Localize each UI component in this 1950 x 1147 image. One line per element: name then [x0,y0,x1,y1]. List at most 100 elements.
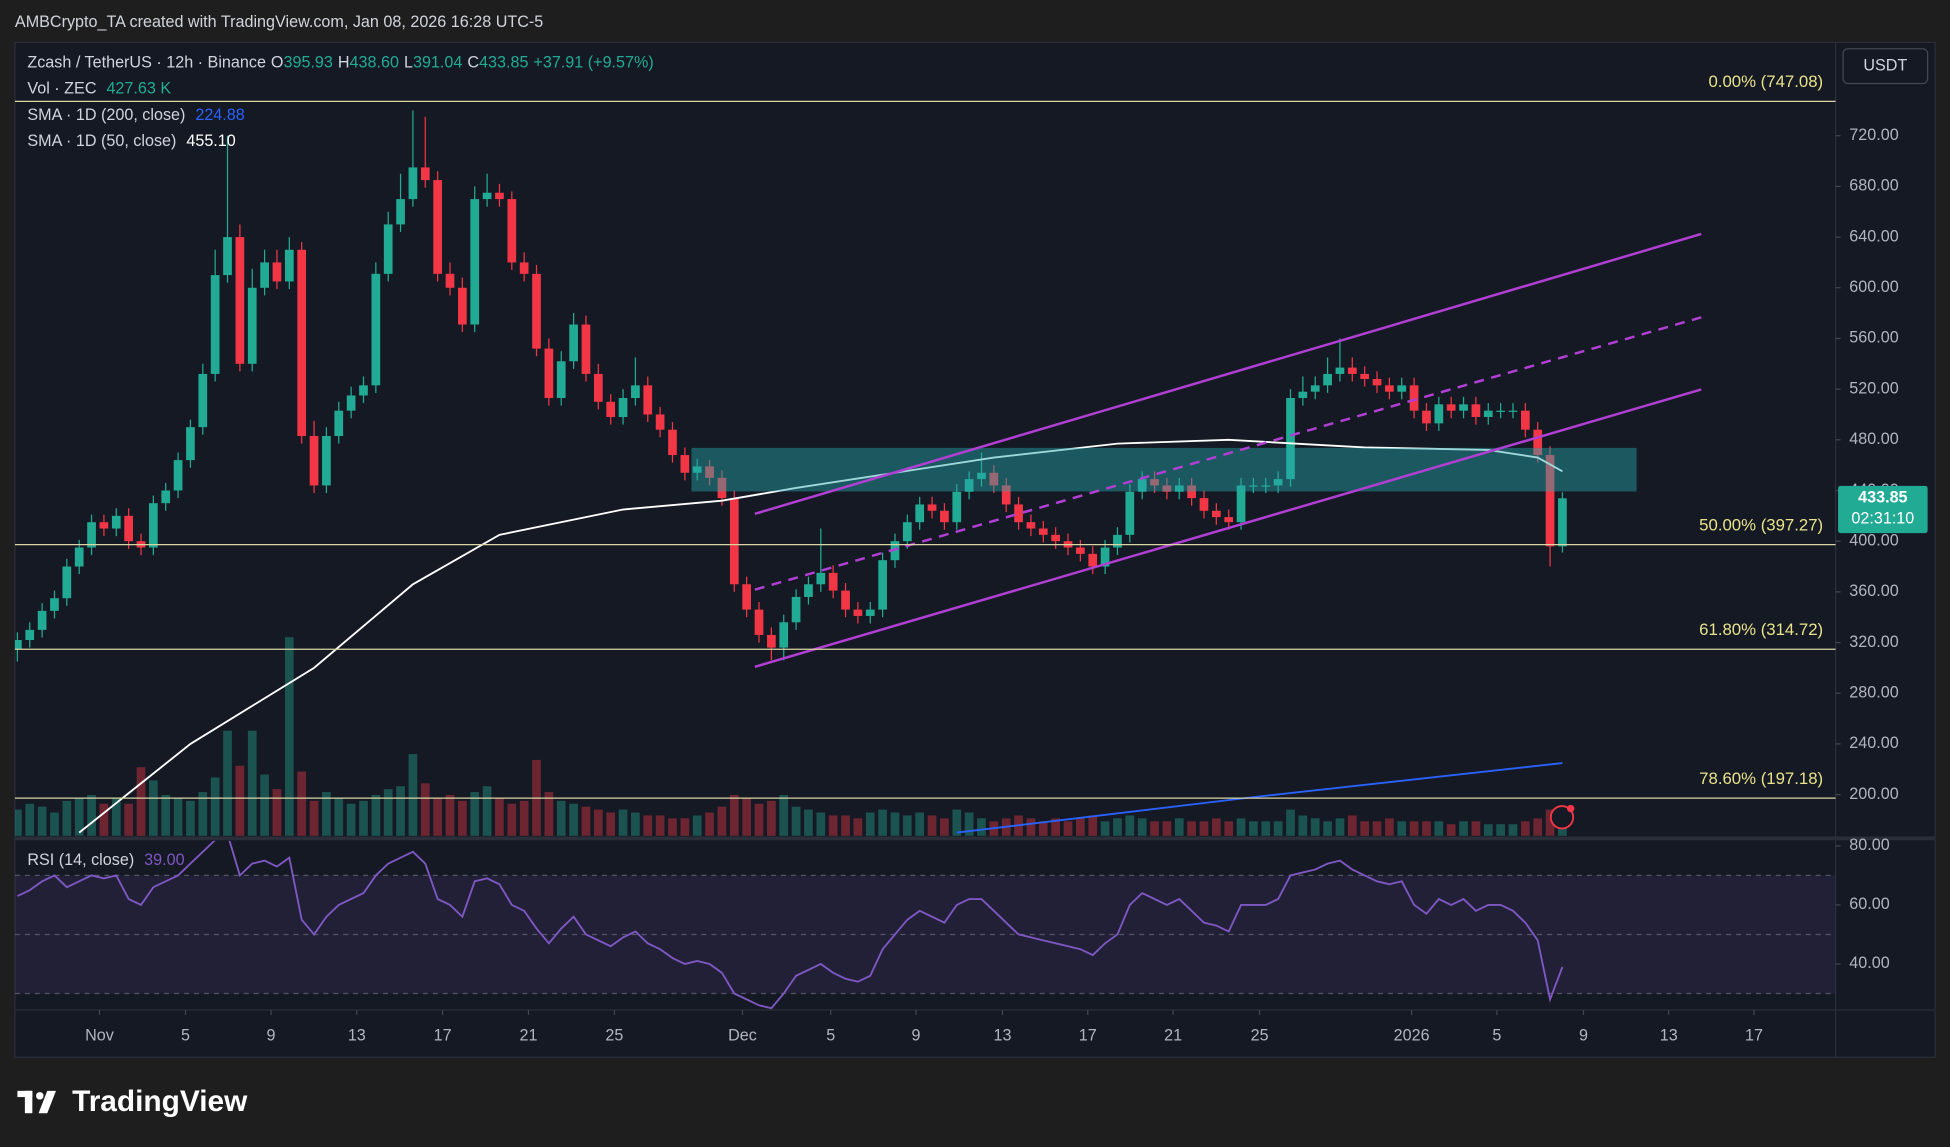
volume-bar [284,637,294,836]
y-tick-label: 320.00 [1849,633,1898,651]
legend-text: 433.85 [479,54,528,72]
legend-text: 427.63 K [106,80,171,98]
currency[interactable]: USDT [1863,56,1907,74]
x-tick-label: 9 [911,1026,920,1044]
candle-body [74,547,84,567]
volume-bar [1125,815,1135,836]
candle-body [779,622,789,648]
y-tick-label: 240.00 [1849,734,1898,752]
legend: Zcash / TetherUS · 12h · Binance O395.93 H… [27,54,653,869]
candle-body [1360,373,1370,380]
legend-text: RSI (14, close) [27,851,134,869]
x-tick-label: 13 [1660,1026,1678,1044]
attribution: AMBCrypto_TA created with TradingView.co… [15,13,543,31]
chart-area [14,41,1936,1058]
candle-body [717,477,727,499]
volume-bar [1483,824,1493,836]
fib-label: 50.00% (397.27) [1699,515,1823,534]
volume-bar [309,800,319,836]
logo-dot [36,1092,44,1100]
alert-dot [1566,804,1575,813]
axis-layer: 200.00240.00280.00320.00360.00400.00440.… [14,72,1928,1044]
candle-body [1137,479,1147,492]
candle-body [1496,410,1505,412]
volume-bar [1459,821,1468,836]
legend-text: C [467,54,479,72]
volume-bar [149,780,158,836]
drawings [691,232,1702,830]
volume-bar [1360,821,1370,836]
volume-bar [1397,821,1407,836]
volume-bar [1323,821,1332,836]
candle-body [1014,504,1023,523]
volume-bar [952,809,962,836]
candle-body [1150,479,1159,486]
volume-bar [334,797,344,836]
candle-body [482,192,492,200]
x-tick-label: 5 [181,1026,190,1044]
y-tick-label: 400.00 [1849,531,1898,549]
volume-bar [173,797,183,836]
candle-body [346,395,356,411]
candle-body [631,385,640,399]
last-price: 433.85 [1858,489,1907,507]
volume-bar [940,818,949,836]
candle-body [14,640,22,649]
alert-icon[interactable] [1549,805,1575,830]
legend-text: O [271,54,284,72]
volume-bar [865,812,875,836]
rsi-layer [14,840,1836,1010]
volume-bar [495,797,504,836]
volume-bar [1335,818,1345,836]
volume-bar [717,806,727,836]
candle-body [816,572,826,585]
volume-bar [1063,821,1073,836]
candle-body [1125,491,1135,535]
candle-body [1076,547,1085,554]
candle-body [383,224,393,274]
candle-body [581,324,591,374]
legend-line: RSI (14, close) 39.00 [27,851,184,869]
fib-label: 78.60% (197.18) [1699,769,1823,788]
volume-bar [767,800,776,836]
volume-bar [1310,818,1320,836]
candle-body [25,629,35,641]
volume-bar [1162,821,1172,836]
volume-bar [359,800,368,836]
y-tick-label: 680.00 [1849,177,1898,195]
candle-body [1026,522,1036,529]
rsi-tick-label: 60.00 [1849,895,1889,913]
candle-body [853,609,863,616]
candle-body [1273,479,1283,486]
volume-bar [1372,821,1382,836]
volume-bar [1211,818,1221,836]
currency-button[interactable] [1842,48,1929,85]
candle-body [1422,410,1431,424]
y-tick-label: 360.00 [1849,582,1898,600]
x-tick-label: 13 [348,1026,366,1044]
volume-bar [383,789,393,836]
sma-line [956,762,1563,834]
candle-body [1001,485,1011,505]
volume-bar [1347,815,1357,836]
volume-bar [1520,821,1530,836]
volume-bar [544,792,554,836]
volume-bar [841,815,850,836]
candle-body [124,515,133,542]
volume-bar [964,812,974,836]
candle-body [322,436,331,486]
candle-body [655,414,665,430]
candle-body [37,610,47,630]
logo: TradingView [17,1085,248,1118]
legend-text: 455.10 [186,132,235,150]
candle-body [606,401,616,418]
legend-text: Vol · ZEC [27,80,96,98]
candle-body [742,584,752,610]
volume-bar [124,803,133,836]
candle-body [1347,367,1357,374]
legend-text: 438.60 [350,54,399,72]
candle-body [964,479,974,492]
volume-bar [1199,821,1209,836]
volume-bar [977,818,986,836]
